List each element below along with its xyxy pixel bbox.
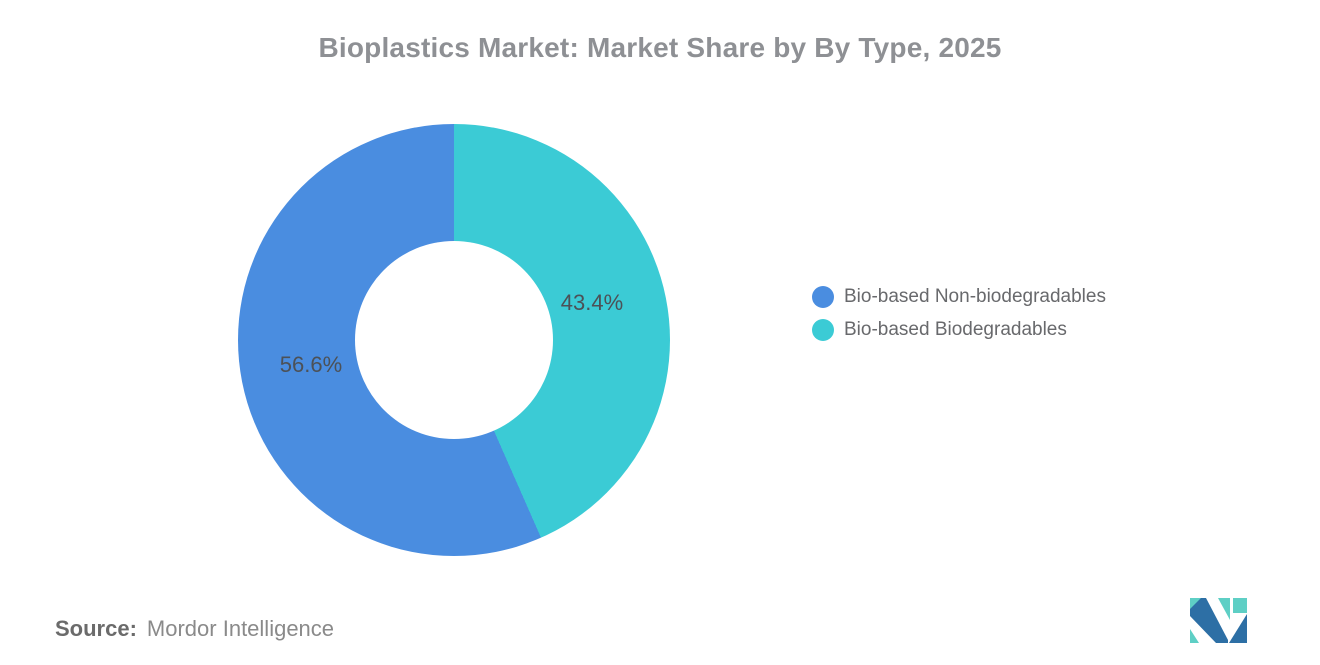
chart-title: Bioplastics Market: Market Share by By T…: [318, 32, 1002, 63]
donut-hole: [355, 241, 553, 439]
legend-swatch-blue-icon: [812, 286, 834, 308]
legend-item-non-biodegradables[interactable]: Bio-based Non-biodegradables: [812, 286, 1106, 308]
source-value: Mordor Intelligence: [146, 616, 335, 641]
legend-label-biodegradables: Bio-based Biodegradables: [844, 319, 1067, 340]
slice-label-biodegradables: 43.4%: [560, 290, 624, 315]
donut-chart: 56.6% 43.4%: [238, 124, 670, 556]
source-line: Source: Mordor Intelligence: [55, 616, 334, 642]
legend-label-non-biodegradables: Bio-based Non-biodegradables: [844, 286, 1106, 307]
source-label: Source:: [55, 616, 137, 641]
mordor-intelligence-logo: [1190, 598, 1247, 643]
legend-item-biodegradables[interactable]: Bio-based Biodegradables: [812, 319, 1106, 341]
slice-label-non-biodegradables: 56.6%: [279, 352, 343, 377]
legend-swatch-teal-icon: [812, 319, 834, 341]
logo-m-icon: [1190, 598, 1247, 643]
legend: Bio-based Non-biodegradables Bio-based B…: [812, 286, 1106, 341]
